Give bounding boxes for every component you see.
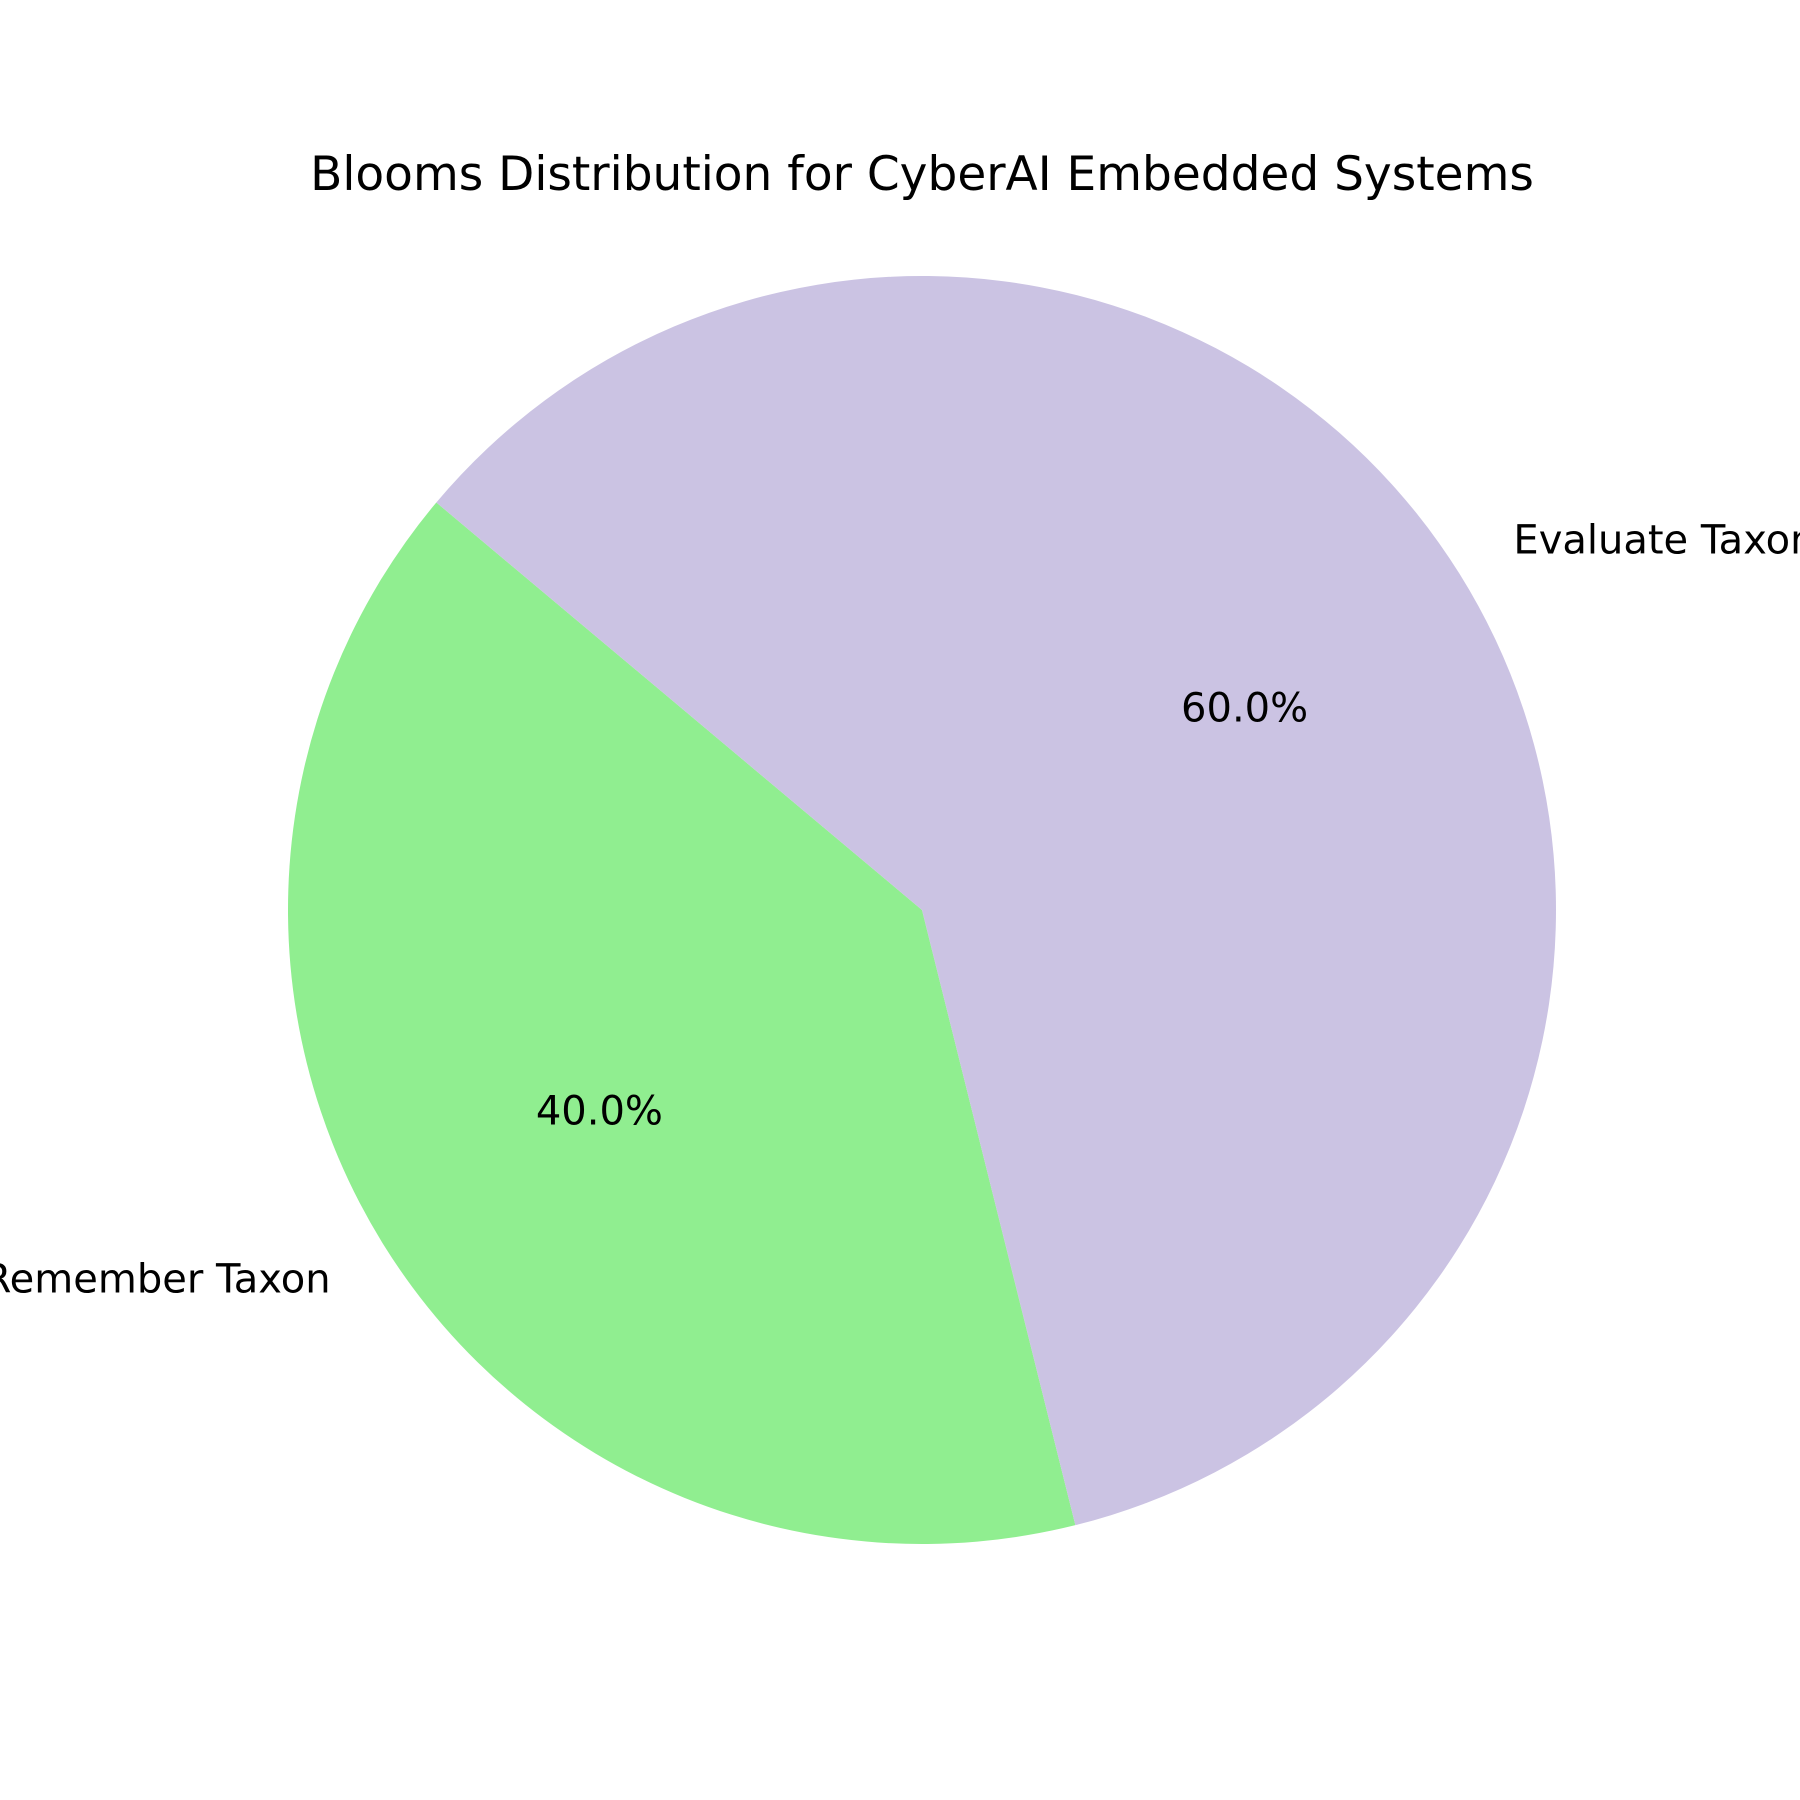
- pie-pct-label-0: 40.0%: [536, 1089, 663, 1135]
- pie-slice-0: [287, 502, 1076, 1545]
- pie-slices: [287, 276, 1556, 1545]
- pie-category-label-1: Evaluate Taxon: [1513, 517, 1800, 563]
- chart-title: Blooms Distribution for CyberAI Embedded…: [310, 147, 1534, 202]
- pie-labels: 40.0% Remember Taxon 60.0% Evaluate Taxon: [0, 517, 1800, 1302]
- pie-pct-label-1: 60.0%: [1181, 685, 1308, 731]
- pie-slice-1: [436, 276, 1556, 1526]
- pie-category-label-0: Remember Taxon: [0, 1257, 331, 1303]
